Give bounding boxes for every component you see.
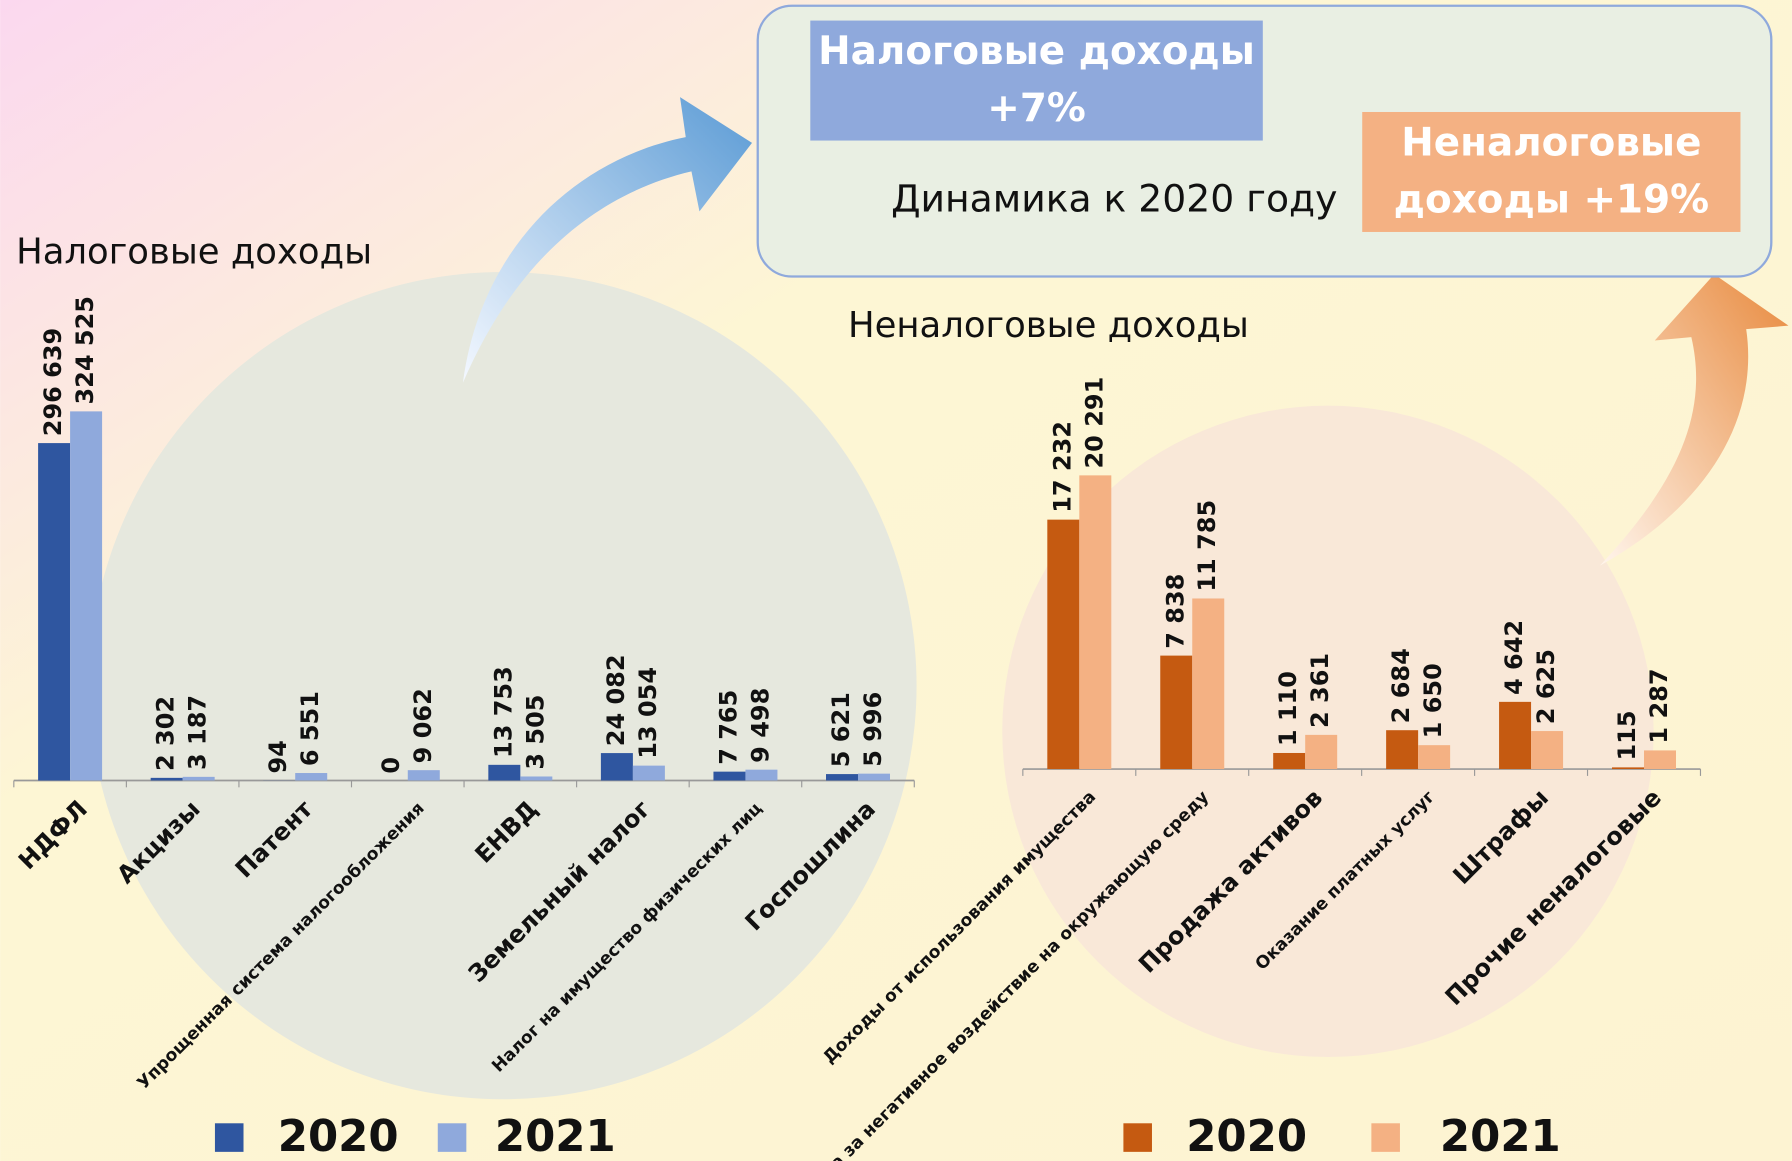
backdrop-circle <box>1002 405 1654 1058</box>
value-label: 13 054 <box>634 667 662 759</box>
value-label: 2 361 <box>1306 653 1334 728</box>
value-label: 9 498 <box>746 688 774 763</box>
bar <box>1531 731 1564 770</box>
bar <box>1047 519 1080 770</box>
bar <box>1612 767 1645 770</box>
bar <box>1273 752 1306 770</box>
backdrop-circle <box>89 271 917 1100</box>
bar <box>1160 655 1193 770</box>
bar <box>1079 475 1112 770</box>
value-label: 1 287 <box>1645 668 1673 743</box>
value-label: 94 <box>264 740 292 773</box>
value-label: 3 505 <box>521 695 549 770</box>
nontax-summary: Неналоговые доходы +19% <box>1393 120 1710 223</box>
value-label: 2 625 <box>1532 649 1560 724</box>
value-label: 11 785 <box>1193 500 1221 592</box>
bar <box>70 411 103 781</box>
value-label: 9 062 <box>409 688 437 763</box>
bar <box>488 764 521 781</box>
value-label: 17 232 <box>1048 421 1076 513</box>
bar <box>713 771 746 781</box>
value-label: 324 525 <box>71 296 99 404</box>
bar <box>600 753 633 781</box>
nontax-box-text: Неналоговые доходы +19% <box>1393 120 1710 223</box>
bar <box>1305 734 1338 770</box>
bar <box>745 769 778 781</box>
legend-swatch <box>437 1123 467 1152</box>
value-label: 4 642 <box>1500 620 1528 695</box>
chart-title: Неналоговые доходы <box>848 305 1249 346</box>
legend-swatch <box>214 1123 244 1152</box>
bar <box>826 774 859 781</box>
legend-swatch <box>1371 1123 1400 1152</box>
arrow <box>1599 274 1789 566</box>
arrow <box>462 97 753 383</box>
legend-label: 2020 <box>278 1112 399 1161</box>
bar <box>520 776 553 781</box>
tax-box-text: Налоговые доходы +7% <box>818 28 1255 131</box>
value-label: 3 187 <box>184 695 212 770</box>
value-label: 7 838 <box>1161 574 1189 649</box>
legend-label: 2020 <box>1186 1112 1307 1161</box>
bar <box>182 776 215 781</box>
bar <box>1499 701 1532 770</box>
bar <box>150 777 183 781</box>
value-label: 1 650 <box>1419 663 1447 738</box>
value-label: 6 551 <box>296 691 324 766</box>
bar <box>1192 598 1225 770</box>
value-label: 0 <box>377 757 405 774</box>
bar <box>1644 750 1676 770</box>
value-label: 1 110 <box>1274 671 1302 746</box>
value-label: 2 302 <box>152 696 180 771</box>
bar <box>295 773 328 781</box>
summary-caption: Динамика к 2020 году <box>891 177 1337 221</box>
tax-box <box>810 20 1263 141</box>
legend-label: 2021 <box>1440 1112 1561 1161</box>
value-label: 5 621 <box>827 692 855 767</box>
value-label: 7 765 <box>714 690 742 765</box>
chart-title: Налоговые доходы <box>16 232 372 273</box>
value-label: 296 639 <box>39 328 67 436</box>
bar <box>632 765 665 781</box>
bar <box>1418 745 1451 770</box>
bar <box>38 443 71 781</box>
legend-label: 2021 <box>495 1112 616 1161</box>
bar <box>407 770 440 781</box>
value-label: 115 <box>1613 710 1641 760</box>
value-label: 13 753 <box>489 666 517 758</box>
nontax-box <box>1362 111 1741 232</box>
value-label: 2 684 <box>1387 648 1415 723</box>
bar <box>1386 730 1419 770</box>
bar <box>858 773 891 781</box>
legend-swatch <box>1123 1123 1152 1152</box>
value-label: 20 291 <box>1080 377 1108 469</box>
value-label: 24 082 <box>602 654 630 746</box>
value-label: 5 996 <box>859 692 887 767</box>
tax-summary: Налоговые доходы +7% <box>818 28 1255 131</box>
